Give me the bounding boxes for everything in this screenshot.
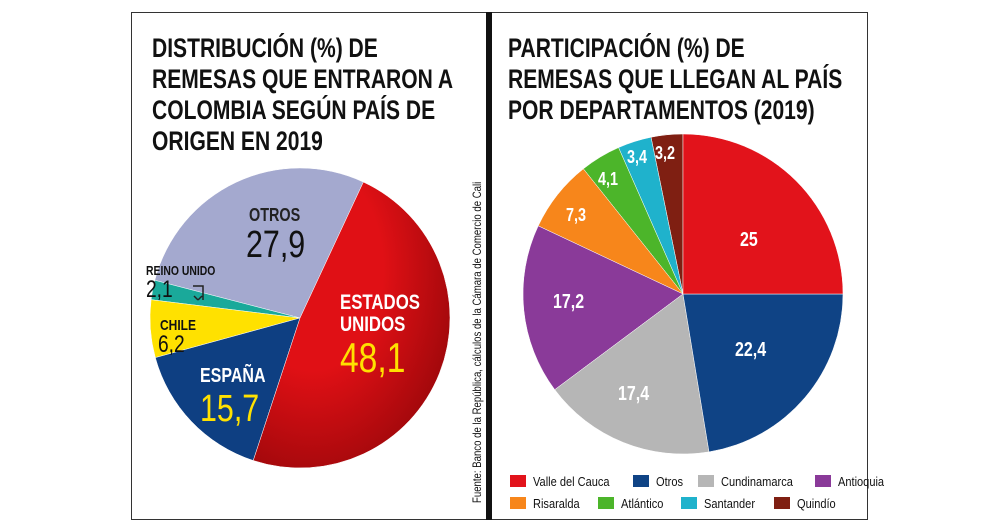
legend-swatch: [815, 475, 832, 487]
value-risaralda: 7,3: [566, 205, 587, 225]
right-chart-title: PARTICIPACIÓN (%) DE REMESAS QUE LLEGAN …: [508, 33, 842, 126]
legend-item: Risaralda: [510, 496, 588, 511]
pie-slice-valle-del-cauca: [682, 133, 844, 295]
label-estados-unidos-1: ESTADOS: [340, 291, 420, 314]
pie-slice-estados-unidos: [252, 181, 451, 469]
title-line: PARTICIPACIÓN (%) DE: [508, 33, 745, 63]
title-line: COLOMBIA SEGÚN PAÍS DE: [152, 95, 436, 125]
value-reino-unido: 2,1: [146, 276, 173, 303]
legend-label: Quindío: [796, 495, 836, 511]
legend-swatch: [597, 497, 614, 509]
label-reino-unido: REINO UNIDO: [146, 263, 216, 278]
label-chile: CHILE: [160, 317, 196, 334]
legend-label: Valle del Cauca: [533, 473, 610, 489]
value-estados-unidos: 48,1: [340, 334, 406, 381]
legend-swatch: [510, 475, 526, 487]
value-valle: 25: [740, 229, 758, 251]
frame: [131, 12, 868, 520]
legend-label: Santander: [703, 495, 755, 511]
legend-item: Quindío: [773, 495, 843, 511]
value-cundinamarca: 17,4: [618, 383, 650, 405]
legend-swatch: [510, 497, 526, 509]
legend-item: Valle del Cauca: [510, 474, 623, 489]
pie-slice-antioquia: [522, 225, 684, 391]
legend-swatch: [633, 475, 650, 487]
value-otros-dept: 22,4: [735, 339, 767, 361]
legend-label: Atlántico: [620, 495, 664, 511]
value-santander: 3,4: [627, 147, 648, 167]
pie-slice-otros: [682, 293, 844, 453]
legend-item: Cundinamarca: [697, 473, 806, 489]
value-antioquia: 17,2: [553, 291, 585, 313]
legend-item: Atlántico: [597, 495, 671, 511]
reino-unido-arrow-icon: [193, 285, 204, 301]
legend-swatch: [773, 497, 790, 509]
legend-swatch: [697, 475, 714, 487]
title-line: REMESAS QUE ENTRARON A: [152, 64, 454, 94]
title-line: POR DEPARTAMENTOS (2019): [508, 95, 815, 125]
legend-label: Antioquia: [838, 473, 885, 489]
legend-label: Risaralda: [533, 495, 580, 511]
source-note: Fuente: Banco de la República, cálculos …: [470, 181, 484, 503]
label-estados-unidos-2: UNIDOS: [340, 313, 406, 336]
value-otros: 27,9: [246, 224, 306, 266]
pie-slice-españa: [155, 317, 301, 461]
label-espana: ESPAÑA: [200, 365, 266, 387]
legend-swatch: [680, 497, 697, 509]
value-quindio: 3,2: [655, 143, 676, 163]
pie-slice-cundinamarca: [554, 293, 710, 455]
legend-item: Santander: [680, 495, 764, 511]
legend-item: Antioquia: [815, 474, 892, 489]
title-line: REMESAS QUE LLEGAN AL PAÍS: [508, 64, 843, 94]
value-atlantico: 4,1: [598, 169, 619, 189]
legend-item: Otros: [633, 474, 688, 489]
pie-slice-otros: [154, 167, 364, 319]
legend-label: Otros: [656, 473, 684, 489]
legend: Valle del Cauca Otros Cundinamarca Antioqui…: [510, 470, 903, 514]
value-chile: 6,2: [158, 331, 185, 358]
title-line: DISTRIBUCIÓN (%) DE: [152, 33, 378, 63]
value-espana: 15,7: [200, 388, 260, 430]
left-chart-title: DISTRIBUCIÓN (%) DE REMESAS QUE ENTRARON…: [152, 33, 453, 157]
title-line: ORIGEN EN 2019: [152, 126, 323, 156]
label-otros: OTROS: [249, 205, 301, 225]
divider: [486, 12, 492, 520]
legend-label: Cundinamarca: [720, 473, 793, 489]
